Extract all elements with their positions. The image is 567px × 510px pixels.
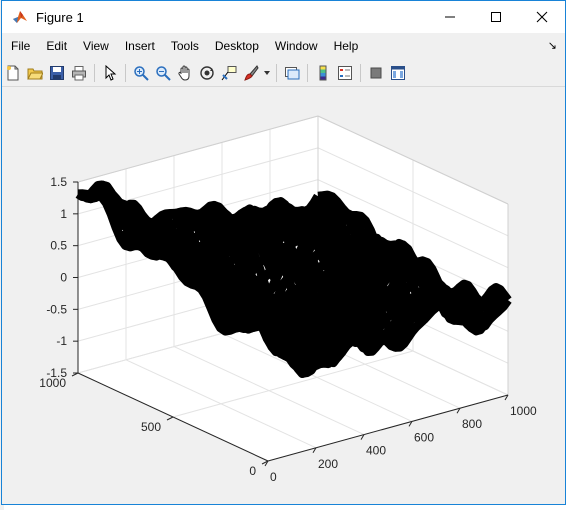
x-tick-label: 0: [270, 470, 277, 484]
x-tick-mark: [408, 421, 413, 427]
toolbar-separator: [276, 64, 277, 82]
colorbar-button[interactable]: [312, 62, 334, 84]
hide-plot-tools-button[interactable]: [365, 62, 387, 84]
menu-bar: File Edit View Insert Tools Desktop Wind…: [2, 35, 565, 57]
surface-plot[interactable]: 0200400600800100005001000-1.5-1-0.500.51…: [2, 87, 565, 504]
grid-line: [317, 179, 509, 269]
x-tick-label: 1000: [510, 404, 537, 418]
y-tick-label: 0: [249, 464, 256, 478]
surface-strip: [228, 205, 424, 326]
x-axis-line: [267, 394, 509, 462]
x-tick-mark: [456, 407, 461, 414]
legend-button[interactable]: [334, 62, 356, 84]
y-tick-mark: [261, 460, 269, 465]
z-tick-label: -0.5: [46, 302, 67, 316]
rotate-3d-icon: [200, 66, 214, 80]
link-plot-button[interactable]: [281, 62, 303, 84]
x-tick-label: 200: [318, 457, 338, 471]
legend-icon: [338, 66, 352, 80]
edit-plot-arrow-icon: [105, 65, 117, 81]
rotate-3d-button[interactable]: [196, 62, 218, 84]
print-button[interactable]: [68, 62, 90, 84]
axes-box-edge: [77, 115, 319, 183]
grid-line: [317, 147, 509, 237]
zoom-in-button[interactable]: [130, 62, 152, 84]
menu-tools[interactable]: Tools: [170, 39, 199, 53]
maximize-icon: [491, 12, 501, 22]
data-cursor-button[interactable]: [218, 62, 240, 84]
menu-file[interactable]: File: [11, 39, 31, 53]
colorbar-icon: [319, 65, 327, 81]
x-tick-mark: [312, 447, 317, 454]
maximize-button[interactable]: [473, 1, 519, 33]
menu-help[interactable]: Help: [333, 39, 359, 53]
window-title: Figure 1: [36, 9, 84, 25]
zoom-out-icon: [156, 66, 171, 81]
edit-plot-button[interactable]: [99, 62, 121, 84]
minimize-button[interactable]: [427, 1, 473, 33]
z-tick-label: -1.5: [46, 366, 67, 380]
zoom-out-button[interactable]: [152, 62, 174, 84]
data-cursor-icon: [221, 66, 237, 81]
y-tick-label: 500: [141, 420, 161, 434]
y-tick-label: 1000: [39, 376, 66, 390]
x-tick-mark: [360, 434, 365, 440]
brush-dropdown[interactable]: [262, 62, 272, 84]
save-icon: [50, 66, 64, 80]
menu-edit[interactable]: Edit: [46, 39, 68, 53]
toolbar-separator: [94, 64, 95, 82]
y-tick-mark: [166, 416, 174, 421]
pan-button[interactable]: [174, 62, 196, 84]
new-figure-button[interactable]: [2, 62, 24, 84]
matlab-logo-icon: [13, 11, 27, 23]
x-tick-label: 400: [366, 444, 386, 458]
figure-toolbar: [2, 60, 565, 87]
figure-canvas[interactable]: 0 200 400 600 800 1000 0 500 1000 -1.5 -1 -0.5 0 0.5 1…: [2, 87, 565, 504]
show-plot-tools-icon: [391, 66, 405, 80]
brush-icon: [244, 65, 259, 81]
toolbar-separator: [307, 64, 308, 82]
x-tick-mark: [504, 394, 509, 401]
title-bar[interactable]: Figure 1: [2, 1, 565, 33]
save-button[interactable]: [46, 62, 68, 84]
axes-box-edge: [317, 115, 509, 205]
z-tick-label: 0.5: [50, 239, 67, 253]
print-icon: [72, 66, 86, 81]
menu-insert[interactable]: Insert: [124, 39, 155, 53]
surface-strip: [301, 204, 496, 325]
z-tick-label: 1.5: [50, 175, 67, 189]
pan-hand-icon: [178, 65, 190, 81]
toolbar-separator: [125, 64, 126, 82]
grid-line: [172, 350, 414, 418]
hide-plot-tools-icon: [370, 67, 382, 79]
close-button[interactable]: [519, 1, 565, 33]
show-plot-tools-button[interactable]: [387, 62, 409, 84]
brush-button[interactable]: [240, 62, 262, 84]
toolbar-separator: [360, 64, 361, 82]
z-tick-label: 1: [60, 207, 67, 221]
surface-strip: [149, 218, 344, 342]
link-plot-icon: [285, 67, 300, 80]
x-tick-label: 800: [462, 417, 482, 431]
zoom-in-icon: [134, 66, 149, 81]
minimize-icon: [445, 16, 455, 18]
chevron-down-icon: [264, 71, 270, 75]
new-figure-icon: [7, 65, 19, 81]
surface-strip: [317, 190, 512, 330]
close-icon: [536, 11, 548, 23]
x-tick-mark: [264, 460, 269, 467]
surface-strip: [290, 208, 487, 318]
menu-window[interactable]: Window: [274, 39, 318, 53]
z-tick-label: 0: [60, 271, 67, 285]
menu-desktop[interactable]: Desktop: [214, 39, 259, 53]
x-tick-label: 600: [414, 430, 434, 444]
open-file-icon: [27, 68, 43, 80]
open-file-button[interactable]: [24, 62, 46, 84]
z-tick-label: -1: [56, 334, 67, 348]
menu-view[interactable]: View: [83, 39, 109, 53]
dock-arrow-icon[interactable]: ↘: [547, 40, 557, 52]
